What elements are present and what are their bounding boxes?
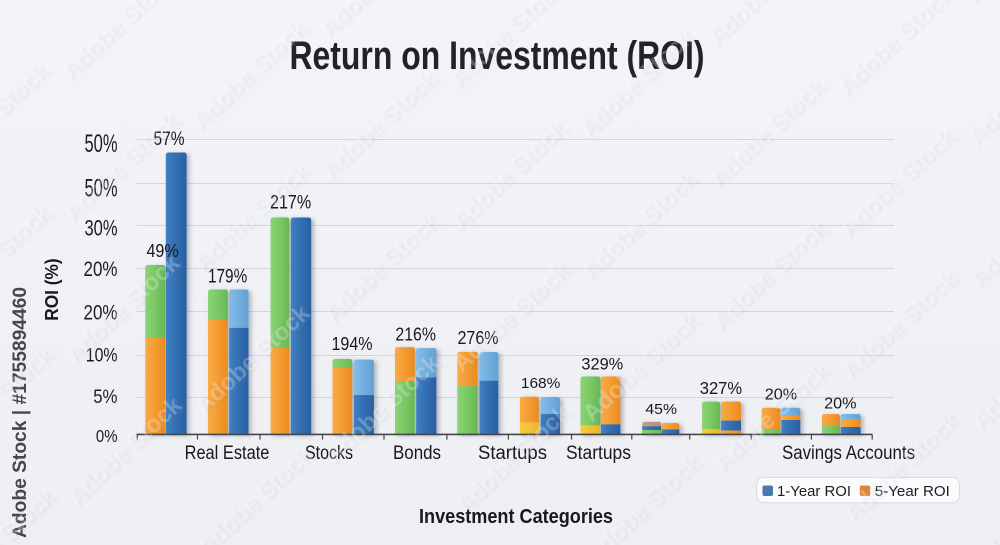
svg-text:10%: 10% — [86, 344, 118, 366]
svg-text:Adobe Stock | #1755894460: Adobe Stock | #1755894460 — [10, 287, 31, 538]
svg-text:5%: 5% — [93, 387, 117, 408]
svg-text:Return on Investment (ROI): Return on Investment (ROI) — [290, 34, 705, 78]
svg-text:Stocks: Stocks — [305, 443, 353, 464]
svg-text:Startups: Startups — [566, 443, 631, 464]
svg-text:Bonds: Bonds — [393, 443, 441, 464]
svg-text:168%: 168% — [521, 376, 561, 392]
svg-text:1-Year ROI: 1-Year ROI — [777, 483, 851, 500]
svg-text:5-Year ROI: 5-Year ROI — [875, 483, 950, 500]
svg-text:30%: 30% — [85, 215, 118, 240]
svg-text:Real Estate: Real Estate — [185, 443, 270, 464]
svg-text:Savings Accounts: Savings Accounts — [782, 443, 915, 464]
svg-text:20%: 20% — [84, 256, 118, 281]
svg-text:217%: 217% — [270, 193, 311, 214]
svg-text:Adobe Stock: Adobe Stock — [960, 0, 1000, 9]
svg-text:276%: 276% — [458, 327, 499, 348]
svg-text:50%: 50% — [85, 130, 118, 158]
svg-text:194%: 194% — [332, 334, 373, 354]
svg-text:Startups: Startups — [478, 443, 547, 464]
svg-text:327%: 327% — [700, 378, 742, 398]
svg-text:20%: 20% — [765, 386, 798, 403]
svg-text:57%: 57% — [154, 129, 185, 150]
svg-text:49%: 49% — [146, 240, 178, 261]
svg-text:179%: 179% — [208, 266, 247, 287]
svg-text:ROI (%): ROI (%) — [42, 258, 62, 321]
svg-text:Adobe Stock: Adobe Stock — [963, 0, 1000, 10]
svg-text:329%: 329% — [581, 354, 623, 373]
svg-text:50%: 50% — [85, 175, 118, 203]
svg-text:Investment Categories: Investment Categories — [419, 506, 613, 528]
svg-text:20%: 20% — [84, 299, 118, 324]
svg-text:45%: 45% — [645, 402, 677, 418]
svg-text:20%: 20% — [824, 395, 857, 412]
svg-text:216%: 216% — [395, 324, 436, 345]
svg-text:0%: 0% — [96, 426, 118, 446]
